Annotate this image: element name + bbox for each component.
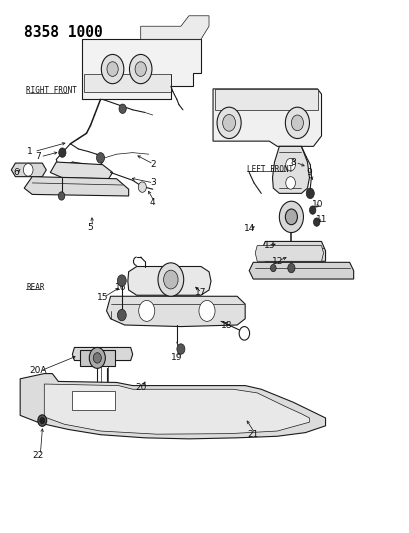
Text: 8358 1000: 8358 1000 bbox=[24, 25, 103, 40]
Polygon shape bbox=[140, 16, 209, 39]
Circle shape bbox=[163, 270, 178, 289]
Circle shape bbox=[176, 344, 184, 354]
Text: 6: 6 bbox=[13, 168, 19, 177]
Text: 18: 18 bbox=[221, 320, 232, 329]
Polygon shape bbox=[24, 176, 128, 196]
Text: 9: 9 bbox=[306, 168, 312, 177]
Text: 4: 4 bbox=[150, 198, 155, 207]
Polygon shape bbox=[106, 296, 245, 327]
Circle shape bbox=[306, 188, 314, 199]
Polygon shape bbox=[272, 147, 309, 193]
Text: 5: 5 bbox=[88, 223, 93, 232]
Text: 20: 20 bbox=[135, 383, 146, 392]
Circle shape bbox=[285, 158, 294, 171]
Circle shape bbox=[313, 218, 319, 227]
Circle shape bbox=[287, 263, 294, 273]
Text: 10: 10 bbox=[311, 200, 322, 209]
Text: 12: 12 bbox=[271, 257, 282, 266]
Text: 13: 13 bbox=[263, 241, 274, 250]
Polygon shape bbox=[214, 89, 317, 110]
Polygon shape bbox=[72, 348, 133, 360]
Polygon shape bbox=[254, 246, 323, 261]
Text: 15: 15 bbox=[97, 293, 108, 302]
Circle shape bbox=[38, 415, 47, 426]
Polygon shape bbox=[261, 241, 325, 261]
Circle shape bbox=[93, 353, 101, 363]
Text: 22: 22 bbox=[33, 451, 44, 460]
Circle shape bbox=[270, 264, 275, 272]
Circle shape bbox=[309, 206, 315, 214]
Circle shape bbox=[23, 164, 33, 176]
Circle shape bbox=[129, 54, 152, 84]
Circle shape bbox=[89, 348, 105, 368]
Circle shape bbox=[101, 54, 124, 84]
Circle shape bbox=[198, 301, 214, 321]
Polygon shape bbox=[20, 374, 325, 439]
Text: 3: 3 bbox=[150, 179, 155, 188]
Circle shape bbox=[119, 104, 126, 114]
Polygon shape bbox=[82, 39, 200, 99]
Text: 21: 21 bbox=[247, 430, 258, 439]
Circle shape bbox=[285, 107, 309, 139]
Circle shape bbox=[117, 275, 126, 286]
Polygon shape bbox=[84, 74, 171, 92]
Circle shape bbox=[107, 62, 118, 76]
Circle shape bbox=[58, 148, 66, 157]
Circle shape bbox=[58, 192, 65, 200]
Circle shape bbox=[40, 417, 45, 424]
Polygon shape bbox=[249, 262, 353, 279]
Text: 2: 2 bbox=[150, 160, 155, 169]
Text: REAR: REAR bbox=[26, 283, 45, 292]
Text: 7: 7 bbox=[35, 152, 41, 161]
Polygon shape bbox=[80, 350, 114, 366]
Text: 19: 19 bbox=[171, 353, 182, 362]
Text: 17: 17 bbox=[195, 288, 206, 297]
Text: 8: 8 bbox=[290, 158, 296, 166]
Circle shape bbox=[279, 201, 303, 232]
Circle shape bbox=[285, 176, 294, 189]
Circle shape bbox=[238, 327, 249, 340]
Polygon shape bbox=[11, 163, 46, 176]
Text: RIGHT FRONT: RIGHT FRONT bbox=[26, 86, 77, 95]
Text: 20A: 20A bbox=[29, 367, 47, 375]
Circle shape bbox=[222, 115, 235, 131]
Polygon shape bbox=[44, 384, 309, 434]
Text: 11: 11 bbox=[315, 215, 326, 224]
Circle shape bbox=[138, 301, 154, 321]
Text: 14: 14 bbox=[243, 224, 254, 233]
Circle shape bbox=[138, 182, 146, 192]
Circle shape bbox=[117, 309, 126, 321]
Text: 16: 16 bbox=[115, 283, 126, 292]
Polygon shape bbox=[50, 162, 112, 179]
Circle shape bbox=[285, 209, 297, 225]
Circle shape bbox=[157, 263, 183, 296]
Polygon shape bbox=[128, 266, 211, 295]
Polygon shape bbox=[72, 391, 114, 410]
Circle shape bbox=[96, 152, 104, 163]
Text: LEFT FRONT: LEFT FRONT bbox=[247, 165, 293, 174]
Circle shape bbox=[291, 115, 303, 131]
Polygon shape bbox=[213, 89, 321, 147]
Text: 1: 1 bbox=[27, 147, 33, 156]
Circle shape bbox=[135, 62, 146, 76]
Circle shape bbox=[216, 107, 240, 139]
